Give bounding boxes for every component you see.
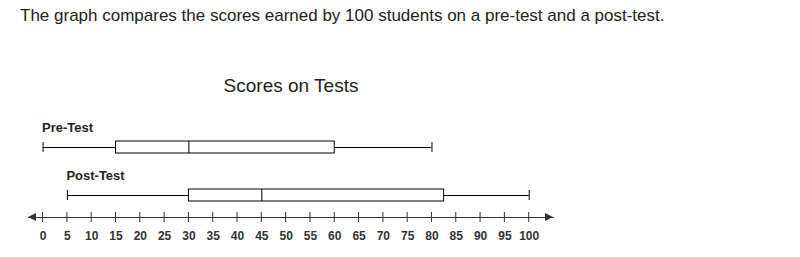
svg-text:70: 70 xyxy=(377,229,391,243)
svg-text:30: 30 xyxy=(182,229,196,243)
svg-text:55: 55 xyxy=(304,229,318,243)
html-text:The graph compares the scores: The graph compares the scores earned by … xyxy=(20,6,665,25)
svg-text:65: 65 xyxy=(352,229,366,243)
svg-text:85: 85 xyxy=(450,229,464,243)
svg-text:Post-Test: Post-Test xyxy=(66,168,125,183)
svg-text:25: 25 xyxy=(158,229,172,243)
svg-text:10: 10 xyxy=(85,229,99,243)
svg-text:60: 60 xyxy=(328,229,342,243)
svg-text:45: 45 xyxy=(255,229,269,243)
svg-text:35: 35 xyxy=(207,229,221,243)
svg-text:5: 5 xyxy=(64,229,71,243)
svg-text:95: 95 xyxy=(498,229,512,243)
svg-text:Scores on Tests: Scores on Tests xyxy=(224,75,359,96)
svg-text:50: 50 xyxy=(279,229,293,243)
svg-text:40: 40 xyxy=(231,229,245,243)
svg-text:100: 100 xyxy=(519,229,539,243)
svg-text:0: 0 xyxy=(40,229,47,243)
svg-text:80: 80 xyxy=(425,229,439,243)
svg-text:90: 90 xyxy=(474,229,488,243)
svg-text:75: 75 xyxy=(401,229,415,243)
svg-text:Pre-Test: Pre-Test xyxy=(42,120,94,135)
svg-text:15: 15 xyxy=(109,229,123,243)
svg-text:20: 20 xyxy=(134,229,148,243)
